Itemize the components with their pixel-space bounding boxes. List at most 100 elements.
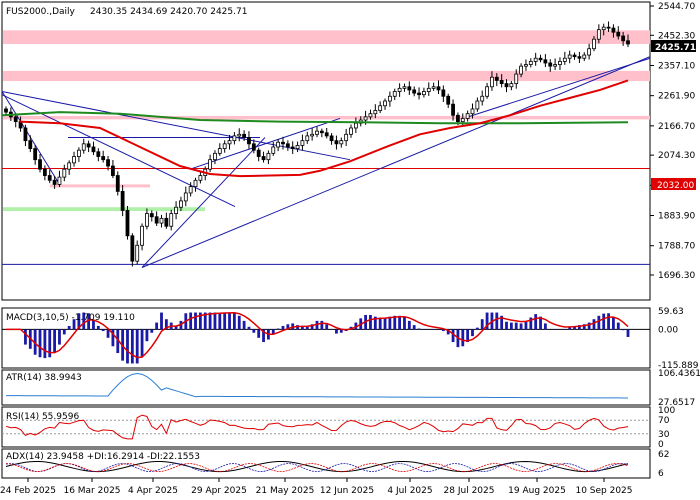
macd-bar-38	[189, 312, 193, 330]
rsi-tick-1: 70	[658, 416, 670, 426]
candle-body-25	[125, 210, 130, 237]
candle-body-16	[81, 143, 86, 151]
macd-bar-11	[58, 329, 61, 345]
candle-body-95	[465, 113, 470, 119]
macd-bar-16	[82, 312, 86, 330]
macd-bar-29	[145, 329, 149, 342]
candle-body-55	[271, 146, 276, 154]
candle-body-107	[524, 64, 528, 67]
candle-body-63	[310, 133, 315, 137]
macd-bar-110	[539, 316, 542, 330]
price-tick-4: 2166.70	[658, 122, 695, 132]
candle-body-32	[159, 217, 164, 224]
macd-bar-109	[534, 314, 538, 330]
candle-body-44	[217, 148, 222, 154]
macd-bar-30	[150, 329, 154, 333]
macd-panel-frame	[1, 307, 651, 369]
macd-bar-6	[33, 329, 37, 355]
macd-bar-87	[427, 329, 431, 330]
candle-body-106	[519, 65, 523, 75]
macd-bar-35	[174, 325, 178, 330]
macd-bar-51	[252, 329, 256, 333]
macd-bar-13	[67, 325, 71, 330]
atr-line	[5, 373, 629, 399]
macd-bar-55	[271, 329, 275, 335]
price-tick-3: 2261.90	[658, 92, 695, 102]
macd-bar-112	[548, 329, 552, 330]
candle-body-98	[480, 95, 485, 102]
candle-body-125	[611, 27, 616, 33]
candle-body-4	[23, 127, 28, 142]
macd-bar-120	[587, 322, 591, 330]
macd-bar-20	[101, 329, 105, 332]
macd-bar-107	[524, 320, 528, 330]
candle-body-82	[402, 86, 407, 89]
candle-body-122	[596, 29, 601, 40]
candle-body-93	[456, 114, 460, 123]
candle-body-47	[232, 135, 237, 142]
candle-body-37	[183, 192, 188, 202]
di-plus-line	[5, 463, 629, 473]
macd-bar-53	[262, 329, 265, 343]
current-price-label: 2425.71	[655, 43, 696, 53]
macd-bar-79	[388, 316, 392, 330]
macd-bar-19	[96, 325, 100, 330]
candle-body-100	[490, 76, 494, 88]
sma-red	[19, 79, 629, 178]
macd-bar-97	[475, 327, 479, 330]
candle-body-30	[149, 213, 154, 218]
candle-body-66	[324, 132, 329, 137]
macd-bar-122	[597, 315, 601, 330]
macd-bar-114	[558, 329, 562, 330]
macd-bar-68	[335, 329, 338, 334]
candle-body-88	[431, 86, 436, 89]
macd-bar-102	[500, 315, 504, 330]
macd-bar-99	[485, 312, 489, 330]
zone-4	[3, 207, 205, 212]
candle-body-113	[553, 64, 558, 67]
date-tick-8: 19 Aug 2025	[508, 486, 566, 496]
candle-body-117	[572, 54, 577, 58]
macd-bar-127	[621, 329, 625, 331]
macd-bar-90	[441, 329, 445, 332]
macd-bar-58	[286, 324, 290, 330]
candle-body-69	[339, 140, 344, 145]
atr-tick-0: 106.4361	[658, 369, 700, 379]
candle-body-28	[140, 225, 144, 246]
macd-bar-116	[568, 326, 572, 330]
macd-bar-49	[242, 320, 246, 330]
moving-averages	[1, 79, 629, 178]
date-tick-0: 24 Feb 2025	[0, 486, 56, 496]
macd-bar-27	[135, 329, 139, 364]
candle-body-26	[130, 235, 135, 262]
candle-body-94	[460, 118, 465, 123]
candle-body-83	[407, 86, 412, 91]
price-tick-0: 2544.70	[658, 2, 695, 12]
macd-bar-98	[480, 319, 484, 330]
candle-body-62	[305, 135, 310, 142]
sma-green	[1, 111, 629, 125]
candle-body-114	[558, 60, 562, 65]
candle-body-127	[621, 35, 626, 42]
adx-label: ADX(14) 23.9458 +DI:16.2914 -DI:22.1553	[6, 452, 200, 462]
candle-body-115	[562, 57, 567, 62]
candle-body-109	[533, 57, 538, 62]
candle-body-33	[164, 217, 169, 227]
main-panel-frame	[1, 1, 651, 301]
price-tick-5: 2074.30	[658, 151, 695, 161]
macd-bar-45	[223, 312, 227, 330]
macd-bar-63	[310, 324, 314, 330]
macd-bar-117	[573, 325, 576, 330]
candle-body-79	[387, 95, 392, 102]
candle-body-34	[169, 213, 174, 227]
rsi-tick-0: 100	[658, 406, 675, 416]
macd-bar-85	[417, 328, 421, 330]
candle-body-35	[174, 206, 178, 214]
candle-body-97	[475, 100, 480, 110]
macd-bar-39	[194, 312, 197, 330]
candle-body-15	[76, 149, 81, 157]
macd-bar-82	[403, 316, 406, 330]
macd-bar-111	[543, 323, 547, 330]
candle-body-45	[222, 143, 227, 149]
macd-bar-52	[257, 329, 261, 338]
